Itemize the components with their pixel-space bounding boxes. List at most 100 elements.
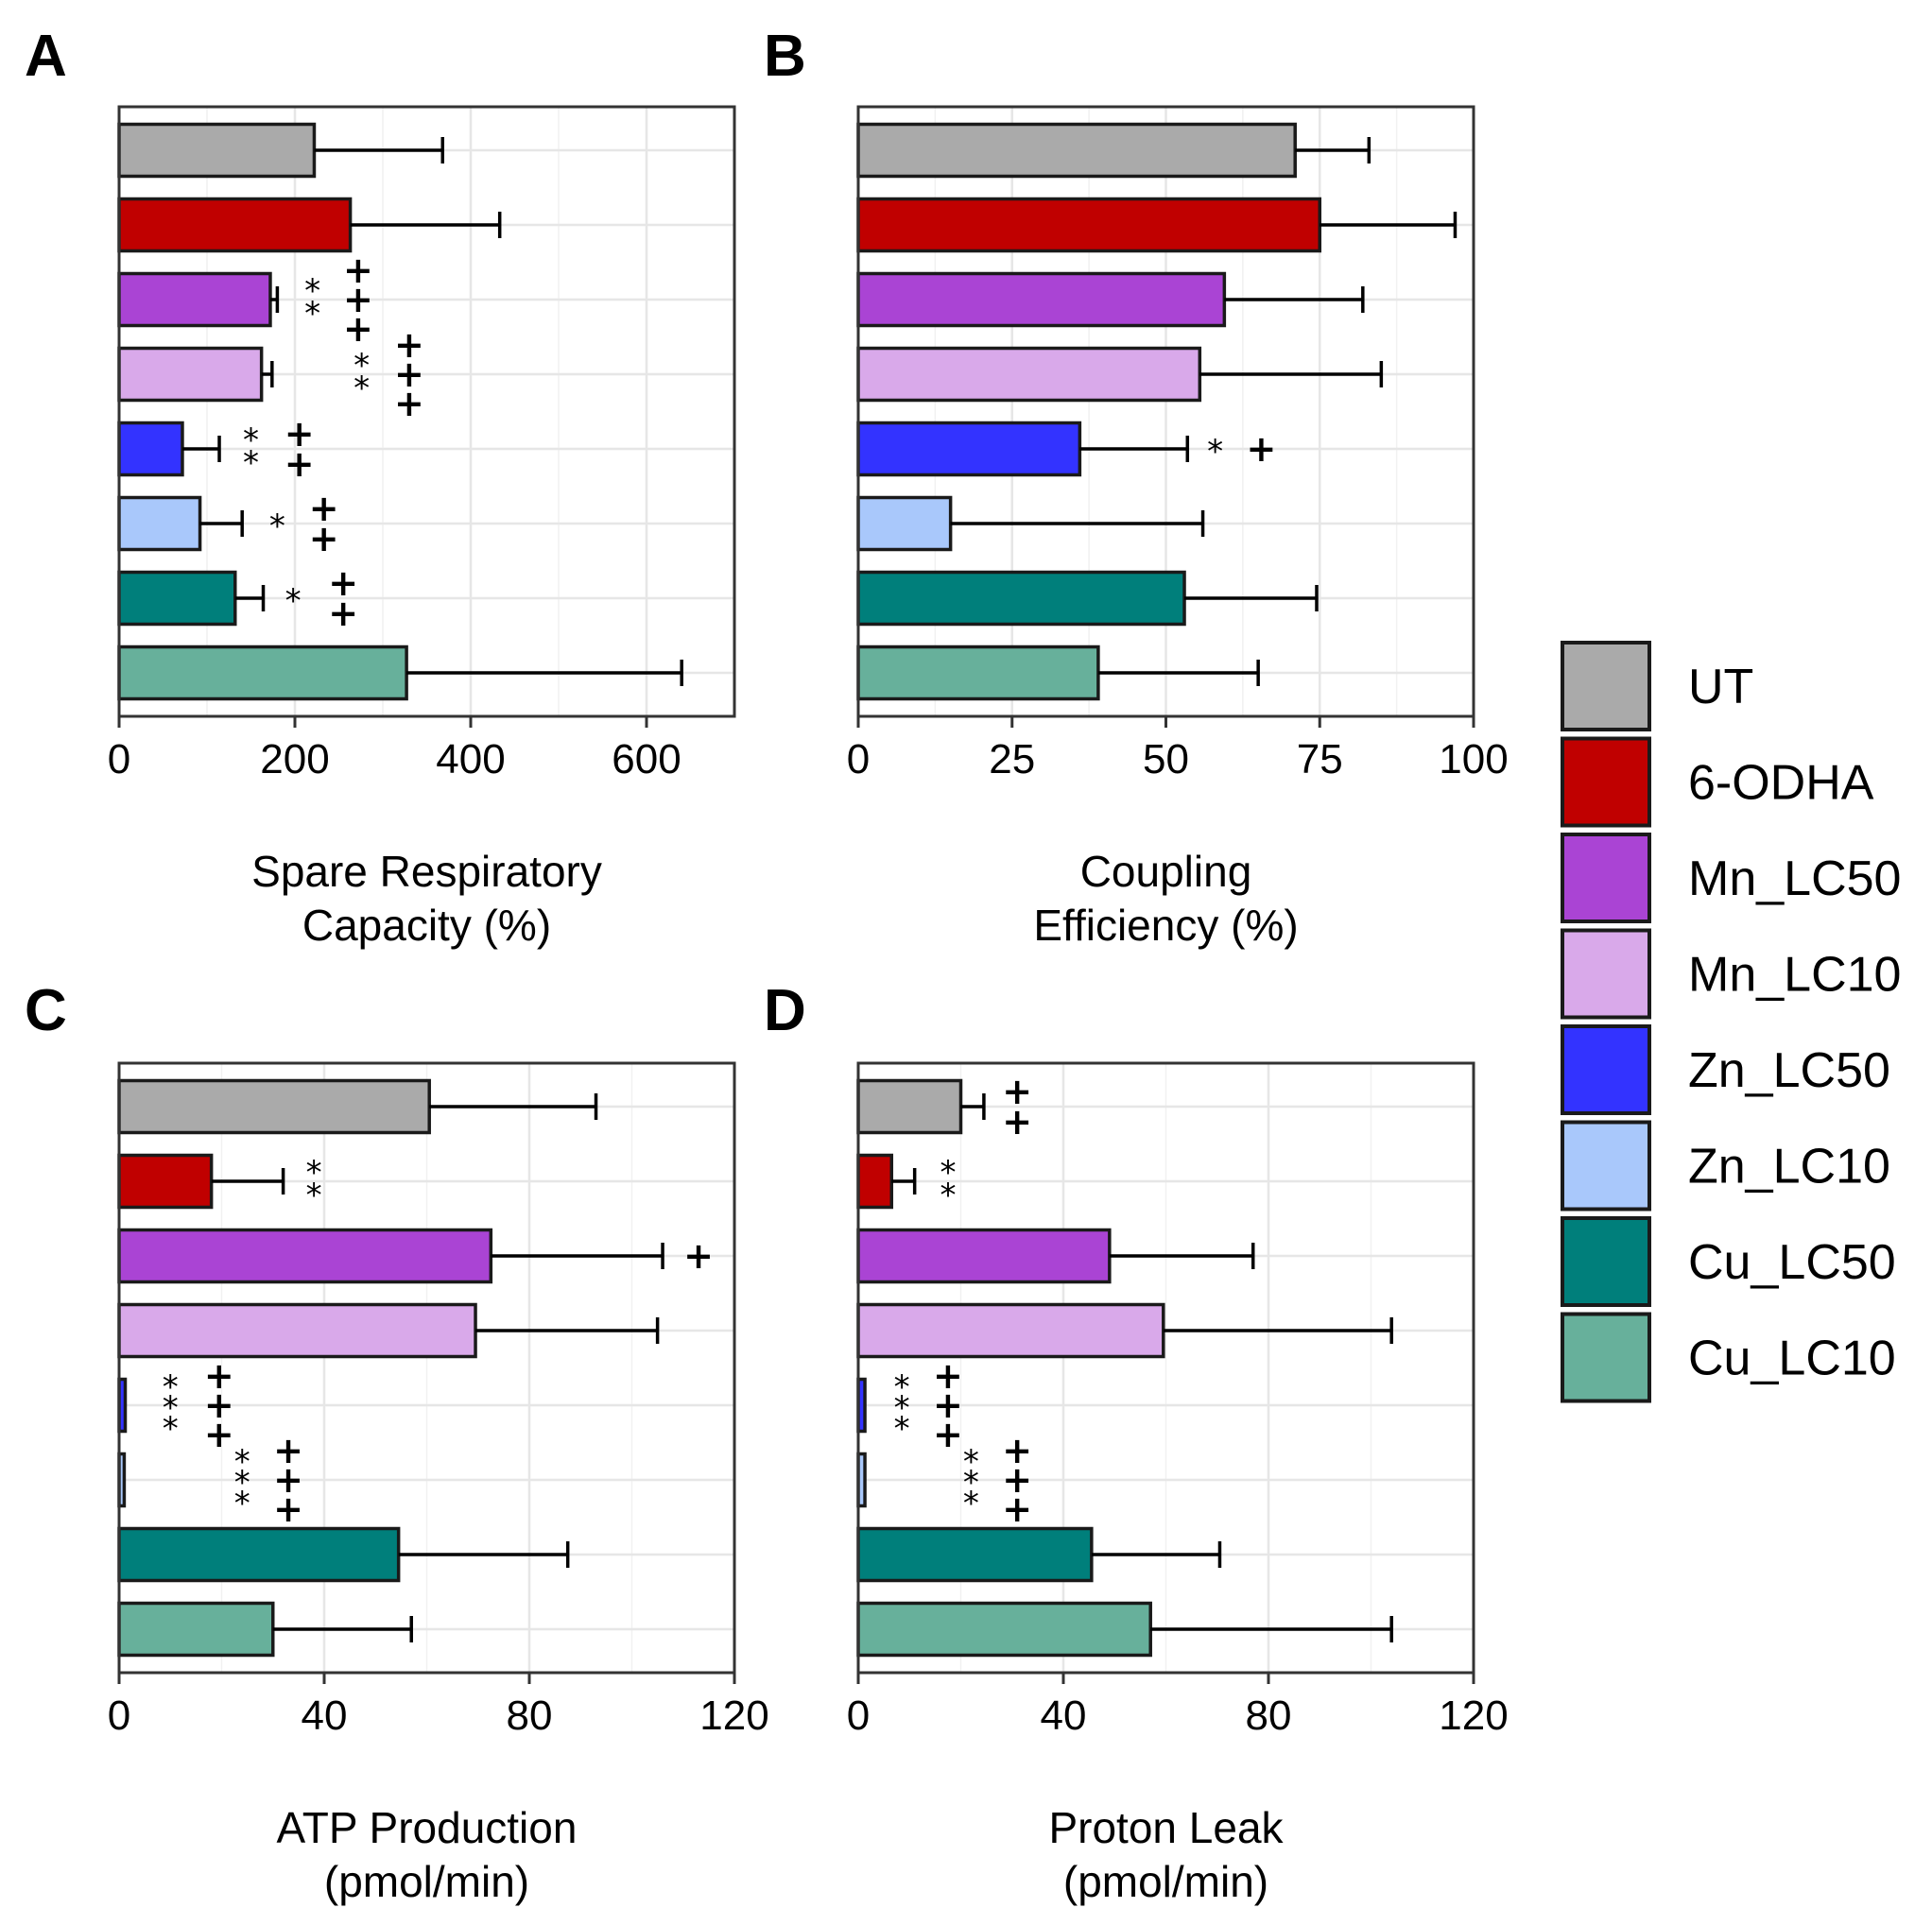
bar-mn_lc10 [856, 1302, 1165, 1359]
significance-plus: + [933, 1384, 963, 1426]
significance-star: * [963, 1464, 979, 1502]
significance-plus: + [273, 1430, 303, 1471]
x-tick-label: 400 [436, 736, 505, 782]
bar-6-odha [856, 1153, 894, 1210]
significance-plus: + [328, 562, 358, 604]
significance-plus: + [933, 1355, 963, 1397]
bar-mn_lc10 [117, 346, 264, 403]
panel-b: B * +0 25 50 75 100 Coupling Efficiency (%) [764, 24, 1509, 950]
significance-star: * [304, 272, 320, 310]
legend: UT 6-ODHA Mn_LC50 Mn_LC10 Zn_LC50 Zn_LC10 Cu_L… [1561, 641, 1901, 1403]
legend-key-6-odha [1561, 736, 1651, 828]
bar-cu_lc10 [117, 1601, 275, 1658]
x-tick-label: 120 [1439, 1693, 1508, 1739]
significance-plus: + [309, 518, 339, 559]
legend-label: Cu_LC10 [1688, 1332, 1896, 1386]
significance-star: * [354, 370, 370, 407]
significance-plus: + [1002, 1430, 1032, 1471]
x-axis-title: Proton Leak [1048, 1803, 1284, 1852]
x-tick-label: 75 [1297, 736, 1343, 782]
x-tick-label: 100 [1439, 736, 1508, 782]
significance-plus: + [273, 1459, 303, 1501]
significance-plus: + [343, 249, 373, 291]
bar-6-odha [856, 197, 1321, 253]
bar-mn_lc50 [856, 1228, 1112, 1284]
significance-plus: + [204, 1414, 234, 1455]
significance-star: * [269, 507, 285, 545]
x-tick-label: 0 [108, 1693, 130, 1739]
legend-label: 6-ODHA [1688, 756, 1874, 811]
plot-border [117, 105, 736, 718]
x-axis-title: Spare Respiratory [251, 847, 602, 896]
significance-plus: + [285, 443, 315, 485]
x-tick-label: 0 [108, 736, 130, 782]
legend-label: Cu_LC50 [1688, 1235, 1896, 1290]
plot-border [117, 1061, 736, 1675]
x-tick-label: 80 [507, 1693, 553, 1739]
legend-key-ut [1561, 641, 1651, 731]
panel-letter: A [25, 24, 67, 89]
significance-star: * [243, 421, 259, 459]
panel-letter: B [764, 24, 806, 89]
significance-star: * [234, 1443, 250, 1481]
significance-plus: + [394, 324, 424, 366]
bar-cu_lc10 [856, 645, 1100, 701]
significance-star: * [894, 1368, 910, 1406]
bar-mn_lc50 [117, 1228, 493, 1284]
bar-cu_lc10 [856, 1601, 1152, 1658]
legend-key-cu_lc50 [1561, 1216, 1651, 1307]
bar-zn_lc50 [117, 421, 184, 477]
bar-mn_lc50 [856, 271, 1227, 328]
panel-letter: D [764, 978, 806, 1043]
legend-label: UT [1688, 660, 1753, 714]
significance-star: * [940, 1177, 956, 1214]
bar-ut [117, 122, 317, 179]
x-tick-label: 200 [260, 736, 329, 782]
legend-label: Zn_LC50 [1688, 1043, 1890, 1098]
legend-key-mn_lc10 [1561, 928, 1651, 1020]
significance-star: * [234, 1485, 250, 1522]
legend-key-mn_lc50 [1561, 833, 1651, 923]
bar-cu_lc50 [117, 570, 237, 627]
bar-zn_lc10 [117, 495, 202, 552]
legend-label: Mn_LC50 [1688, 851, 1901, 906]
bar-cu_lc10 [117, 645, 408, 701]
panel-letter: C [25, 978, 67, 1043]
x-tick-label: 120 [699, 1693, 768, 1739]
x-tick-label: 50 [1143, 736, 1189, 782]
bar-ut [856, 122, 1297, 179]
bar-6-odha [117, 1153, 214, 1210]
significance-star: * [234, 1464, 250, 1502]
significance-plus: + [1002, 1071, 1032, 1112]
legend-key-zn_lc50 [1561, 1024, 1651, 1115]
significance-plus: + [343, 279, 373, 320]
significance-star: * [1207, 433, 1223, 471]
bar-zn_lc10 [856, 495, 953, 552]
x-tick-label: 40 [302, 1693, 348, 1739]
x-axis-title: Capacity (%) [302, 901, 551, 950]
significance-plus: + [328, 593, 358, 634]
bar-ut [856, 1078, 963, 1135]
bar-cu_lc50 [117, 1526, 401, 1583]
x-tick-label: 25 [989, 736, 1035, 782]
legend-label: Mn_LC10 [1688, 948, 1901, 1003]
significance-star: * [940, 1154, 956, 1192]
significance-plus: + [1002, 1101, 1032, 1143]
significance-star: * [163, 1410, 179, 1448]
significance-plus: + [1246, 428, 1276, 470]
significance-star: * [163, 1389, 179, 1427]
significance-plus: + [1002, 1488, 1032, 1530]
bar-mn_lc50 [117, 271, 272, 328]
bar-cu_lc50 [856, 570, 1186, 627]
bar-mn_lc10 [856, 346, 1202, 403]
x-tick-label: 0 [847, 736, 870, 782]
significance-plus: + [204, 1384, 234, 1426]
x-axis-title: Coupling [1080, 847, 1252, 896]
significance-star: * [243, 444, 259, 482]
significance-star: * [304, 295, 320, 333]
x-tick-label: 80 [1246, 1693, 1292, 1739]
x-axis-title: (pmol/min) [324, 1857, 529, 1906]
